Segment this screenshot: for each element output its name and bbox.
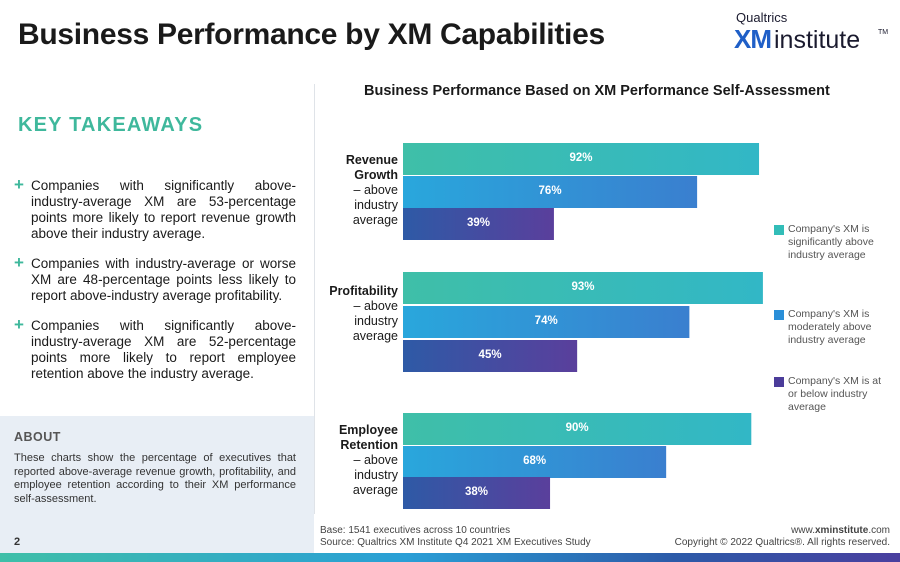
bar-data-label: 76% <box>538 185 562 197</box>
legend-text: Company's XM is significantly above indu… <box>788 223 874 261</box>
bar-series3-category2 <box>403 340 578 372</box>
bar-series1-category3 <box>403 413 752 445</box>
chart-title: Business Performance Based on XM Perform… <box>364 83 830 99</box>
category-label-bold: Profitability <box>329 284 398 298</box>
takeaway-item-3: + Companies with significantly above-ind… <box>14 315 296 384</box>
footer-base: Base: 1541 executives across 10 countrie… <box>320 525 511 536</box>
bar-data-label: 90% <box>565 422 589 434</box>
bar-data-label: 93% <box>571 281 595 293</box>
legend-swatch <box>774 377 784 387</box>
bottom-gradient-strip <box>0 553 900 562</box>
bar-series2-category3 <box>403 446 667 478</box>
logo-xm-text: XM <box>734 24 772 54</box>
bar-data-label: 45% <box>478 349 502 361</box>
website-prefix: www. <box>791 525 815 536</box>
logo-qualtrics-text: Qualtrics <box>736 10 788 25</box>
plus-icon: + <box>14 175 24 194</box>
bar-data-label: 38% <box>465 486 489 498</box>
footer-website-link[interactable]: www.xminstitute.com <box>675 525 890 537</box>
bar-series2-category2 <box>403 306 690 338</box>
category-label-rest: – above industry average <box>352 299 398 343</box>
category-label-retention: Employee Retention – above industry aver… <box>322 423 398 498</box>
footer-source: Source: Qualtrics XM Institute Q4 2021 X… <box>320 537 591 548</box>
bar-series3-category3 <box>403 477 551 509</box>
footer-copyright: Copyright © 2022 Qualtrics®. All rights … <box>674 537 890 548</box>
about-panel: ABOUT These charts show the percentage o… <box>0 416 314 562</box>
plus-icon: + <box>14 315 24 334</box>
category-label-rest: – above industry average <box>352 453 398 497</box>
bar-series1-category2 <box>403 272 763 304</box>
footer-copyright-block: www.xminstitute.com Copyright © 2022 Qua… <box>675 525 890 549</box>
bar-data-label: 92% <box>569 152 593 164</box>
website-suffix: .com <box>868 525 890 536</box>
takeaway-item-1: + Companies with significantly above-ind… <box>14 175 296 244</box>
category-label-revenue: Revenue Growth – above industry average <box>322 153 398 228</box>
bar-data-label: 68% <box>523 455 547 467</box>
bar-series1-category1 <box>403 143 760 175</box>
legend-swatch <box>774 310 784 320</box>
bar-series2-category1 <box>403 176 698 208</box>
legend-swatch <box>774 225 784 235</box>
legend-text: Company's XM is moderately above industr… <box>788 308 872 346</box>
page-title: Business Performance by XM Capabilities <box>18 18 605 51</box>
category-label-rest: – above industry average <box>352 183 398 227</box>
takeaway-item-2: + Companies with industry-average or wor… <box>14 253 296 306</box>
vertical-divider <box>314 84 315 514</box>
logo-institute-text: institute <box>774 26 861 54</box>
about-title: ABOUT <box>14 430 61 444</box>
page-number: 2 <box>14 536 21 548</box>
takeaway-text: Companies with significantly above-indus… <box>31 178 296 241</box>
bar-series3-category1 <box>403 208 554 240</box>
bar-data-label: 39% <box>466 217 490 229</box>
about-text: These charts show the percentage of exec… <box>14 452 296 505</box>
bar-data-label: 74% <box>534 315 558 327</box>
plus-icon: + <box>14 253 24 272</box>
takeaway-text: Companies with industry-average or worse… <box>31 256 296 303</box>
category-label-profitability: Profitability – above industry average <box>322 284 398 344</box>
website-bold: xminstitute <box>814 525 869 536</box>
footer-source-notes: Base: 1541 executives across 10 countrie… <box>320 525 591 549</box>
category-label-bold: Employee Retention <box>338 423 398 452</box>
logo-trademark: TM <box>878 29 889 36</box>
legend-text: Company's XM is at or below industry ave… <box>788 375 882 413</box>
key-takeaways-title: KEY TAKEAWAYS <box>18 114 204 136</box>
xm-institute-logo: Qualtrics XM institute TM <box>734 10 888 60</box>
category-label-bold: Revenue Growth <box>345 153 398 182</box>
takeaway-text: Companies with significantly above-indus… <box>31 318 296 381</box>
